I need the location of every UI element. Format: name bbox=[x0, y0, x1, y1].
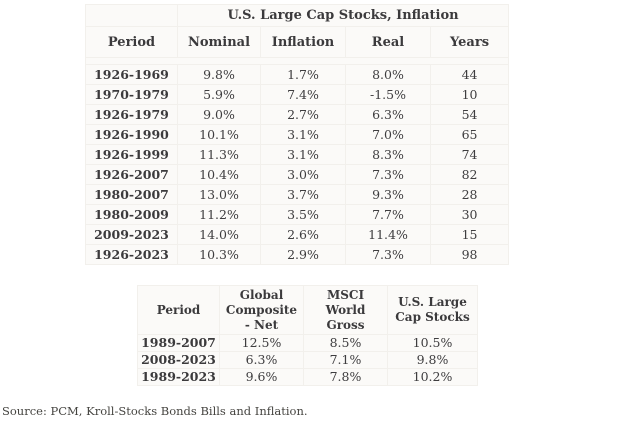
period-cell: 1989-2007 bbox=[137, 334, 220, 352]
column-header-years: Years bbox=[429, 26, 510, 58]
value-cell: 3.7% bbox=[260, 184, 346, 205]
value-cell: 11.4% bbox=[345, 224, 431, 245]
value-cell: 98 bbox=[429, 244, 510, 265]
period-cell: 1926-1990 bbox=[85, 124, 178, 145]
value-cell: 3.1% bbox=[260, 144, 346, 165]
value-cell: 10.5% bbox=[387, 334, 478, 352]
value-cell: 8.3% bbox=[345, 144, 431, 165]
table-title: U.S. Large Cap Stocks, Inflation bbox=[176, 4, 510, 27]
column-header-real: Real bbox=[345, 26, 431, 58]
value-cell: -1.5% bbox=[345, 84, 431, 105]
period-cell: 1926-2007 bbox=[85, 164, 178, 185]
value-cell: 7.0% bbox=[345, 124, 431, 145]
value-cell: 14.0% bbox=[177, 224, 261, 245]
value-cell: 8.5% bbox=[303, 334, 388, 352]
value-cell: 2.7% bbox=[260, 104, 346, 125]
period-cell: 1926-1969 bbox=[85, 64, 178, 85]
empty-cell bbox=[84, 57, 510, 65]
table-row: 1989-2023 9.6% 7.8% 10.2% bbox=[137, 368, 478, 386]
period-cell: 1980-2009 bbox=[85, 204, 178, 225]
value-cell: 1.7% bbox=[260, 64, 346, 85]
column-header-inflation: Inflation bbox=[260, 26, 346, 58]
value-cell: 54 bbox=[429, 104, 510, 125]
table-header-row: Period Nominal Inflation Real Years bbox=[85, 26, 510, 58]
value-cell: 9.3% bbox=[345, 184, 431, 205]
value-cell: 7.1% bbox=[303, 351, 388, 369]
empty-cell bbox=[85, 4, 178, 27]
period-cell: 2008-2023 bbox=[137, 351, 220, 369]
period-cell: 1980-2007 bbox=[85, 184, 178, 205]
value-cell: 9.8% bbox=[387, 351, 478, 369]
value-cell: 7.7% bbox=[345, 204, 431, 225]
table-row: 1980-2009 11.2% 3.5% 7.7% 30 bbox=[85, 204, 510, 225]
period-cell: 1926-1979 bbox=[85, 104, 178, 125]
value-cell: 30 bbox=[429, 204, 510, 225]
value-cell: 10.4% bbox=[177, 164, 261, 185]
value-cell: 9.6% bbox=[219, 368, 304, 386]
period-cell: 1926-2023 bbox=[85, 244, 178, 265]
stocks-inflation-table: U.S. Large Cap Stocks, Inflation Period … bbox=[84, 4, 510, 265]
table-row: 2008-2023 6.3% 7.1% 9.8% bbox=[137, 351, 478, 369]
value-cell: 12.5% bbox=[219, 334, 304, 352]
period-cell: 2009-2023 bbox=[85, 224, 178, 245]
table-row: 1970-1979 5.9% 7.4% -1.5% 10 bbox=[85, 84, 510, 105]
value-cell: 82 bbox=[429, 164, 510, 185]
value-cell: 9.0% bbox=[177, 104, 261, 125]
source-note: Source: PCM, Kroll-Stocks Bonds Bills an… bbox=[2, 404, 308, 418]
column-header-global-composite: Global Composite - Net bbox=[219, 285, 304, 335]
value-cell: 8.0% bbox=[345, 64, 431, 85]
value-cell: 2.9% bbox=[260, 244, 346, 265]
column-header-msci-world: MSCI World Gross bbox=[303, 285, 388, 335]
value-cell: 15 bbox=[429, 224, 510, 245]
value-cell: 3.5% bbox=[260, 204, 346, 225]
value-cell: 28 bbox=[429, 184, 510, 205]
table-row: 1926-1969 9.8% 1.7% 8.0% 44 bbox=[85, 64, 510, 85]
table-row: 1926-1999 11.3% 3.1% 8.3% 74 bbox=[85, 144, 510, 165]
value-cell: 13.0% bbox=[177, 184, 261, 205]
value-cell: 6.3% bbox=[345, 104, 431, 125]
value-cell: 65 bbox=[429, 124, 510, 145]
period-cell: 1926-1999 bbox=[85, 144, 178, 165]
table-body: 1926-1969 9.8% 1.7% 8.0% 44 1970-1979 5.9% 7.4%… bbox=[85, 64, 510, 265]
period-cell: 1970-1979 bbox=[85, 84, 178, 105]
value-cell: 7.3% bbox=[345, 164, 431, 185]
value-cell: 3.0% bbox=[260, 164, 346, 185]
spacer-row bbox=[84, 57, 510, 65]
period-cell: 1989-2023 bbox=[137, 368, 220, 386]
value-cell: 5.9% bbox=[177, 84, 261, 105]
value-cell: 44 bbox=[429, 64, 510, 85]
value-cell: 11.2% bbox=[177, 204, 261, 225]
composite-comparison-table: Period Global Composite - Net MSCI World… bbox=[137, 285, 478, 386]
value-cell: 2.6% bbox=[260, 224, 346, 245]
table-row: 1926-2023 10.3% 2.9% 7.3% 98 bbox=[85, 244, 510, 265]
table-title-row: U.S. Large Cap Stocks, Inflation bbox=[85, 4, 510, 27]
value-cell: 7.8% bbox=[303, 368, 388, 386]
table-row: 2009-2023 14.0% 2.6% 11.4% 15 bbox=[85, 224, 510, 245]
column-header-period: Period bbox=[137, 285, 220, 335]
value-cell: 10.1% bbox=[177, 124, 261, 145]
table-row: 1926-1990 10.1% 3.1% 7.0% 65 bbox=[85, 124, 510, 145]
table-row: 1926-1979 9.0% 2.7% 6.3% 54 bbox=[85, 104, 510, 125]
value-cell: 7.4% bbox=[260, 84, 346, 105]
value-cell: 9.8% bbox=[177, 64, 261, 85]
column-header-period: Period bbox=[85, 26, 178, 58]
table-row: 1980-2007 13.0% 3.7% 9.3% 28 bbox=[85, 184, 510, 205]
value-cell: 10.3% bbox=[177, 244, 261, 265]
value-cell: 10.2% bbox=[387, 368, 478, 386]
table-header-row: Period Global Composite - Net MSCI World… bbox=[137, 285, 478, 335]
value-cell: 7.3% bbox=[345, 244, 431, 265]
table-row: 1989-2007 12.5% 8.5% 10.5% bbox=[137, 334, 478, 352]
value-cell: 3.1% bbox=[260, 124, 346, 145]
value-cell: 10 bbox=[429, 84, 510, 105]
table-row: 1926-2007 10.4% 3.0% 7.3% 82 bbox=[85, 164, 510, 185]
column-header-us-large-cap: U.S. Large Cap Stocks bbox=[387, 285, 478, 335]
value-cell: 6.3% bbox=[219, 351, 304, 369]
value-cell: 74 bbox=[429, 144, 510, 165]
table-body: 1989-2007 12.5% 8.5% 10.5% 2008-2023 6.3% 7.1%… bbox=[137, 334, 478, 386]
column-header-nominal: Nominal bbox=[177, 26, 261, 58]
value-cell: 11.3% bbox=[177, 144, 261, 165]
